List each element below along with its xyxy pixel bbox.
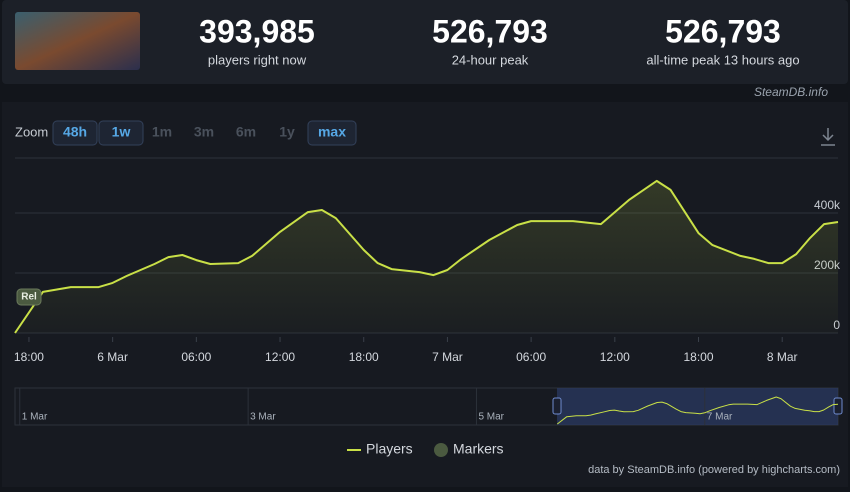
x-tick-label: 18:00 xyxy=(683,350,713,364)
credits: data by SteamDB.info (powered by highcha… xyxy=(588,464,840,476)
zoom-button-label[interactable]: 48h xyxy=(63,124,87,140)
x-tick-label: 12:00 xyxy=(600,350,630,364)
stat-label: 24-hour peak xyxy=(452,52,529,67)
zoom-button-label[interactable]: max xyxy=(318,124,346,140)
zoom-button-label[interactable]: 6m xyxy=(236,124,256,140)
legend-label[interactable]: Players xyxy=(366,441,413,457)
x-tick-label: 6 Mar xyxy=(97,350,128,364)
stat-label: all-time peak 13 hours ago xyxy=(646,52,799,67)
navigator-selection[interactable] xyxy=(557,388,838,425)
marker-flag-label: Rel xyxy=(21,292,37,303)
players-line xyxy=(14,179,839,334)
zoom-button[interactable] xyxy=(307,120,357,146)
x-tick-label: 18:00 xyxy=(14,350,44,364)
stat-label: players right now xyxy=(208,52,307,67)
navigator-label: 1 Mar xyxy=(22,412,48,423)
marker-flag[interactable] xyxy=(16,288,42,306)
game-image xyxy=(15,12,140,70)
x-tick-label: 18:00 xyxy=(349,350,379,364)
zoom-button-label[interactable]: 1w xyxy=(112,124,131,140)
legend-label[interactable]: Markers xyxy=(453,441,504,457)
stats-card xyxy=(2,0,848,84)
y-tick-label: 400k xyxy=(814,198,841,212)
watermark: SteamDB.info xyxy=(754,85,828,99)
navigator-handle[interactable] xyxy=(833,397,843,415)
navigator-label: 5 Mar xyxy=(478,412,504,423)
navigator-label: 3 Mar xyxy=(250,412,276,423)
zoom-button-label[interactable]: 1m xyxy=(152,124,172,140)
navigator-line xyxy=(556,396,839,425)
zoom-button-label[interactable]: 1y xyxy=(279,124,295,140)
stat-value: 526,793 xyxy=(432,13,548,49)
legend-swatch xyxy=(434,443,448,457)
x-tick-label: 7 Mar xyxy=(432,350,463,364)
players-line-area xyxy=(15,180,838,333)
x-tick-label: 8 Mar xyxy=(767,350,798,364)
stat-value: 526,793 xyxy=(665,13,781,49)
x-tick-label: 12:00 xyxy=(265,350,295,364)
zoom-button[interactable] xyxy=(98,120,144,146)
navigator-label: 7 Mar xyxy=(707,412,733,423)
navigator-handle[interactable] xyxy=(552,397,562,415)
zoom-button-label[interactable]: 3m xyxy=(194,124,214,140)
download-icon[interactable] xyxy=(821,128,835,146)
x-tick-label: 06:00 xyxy=(181,350,211,364)
x-tick-label: 06:00 xyxy=(516,350,546,364)
zoom-button[interactable] xyxy=(52,120,98,146)
zoom-label: Zoom xyxy=(15,124,48,139)
stat-value: 393,985 xyxy=(199,13,315,49)
